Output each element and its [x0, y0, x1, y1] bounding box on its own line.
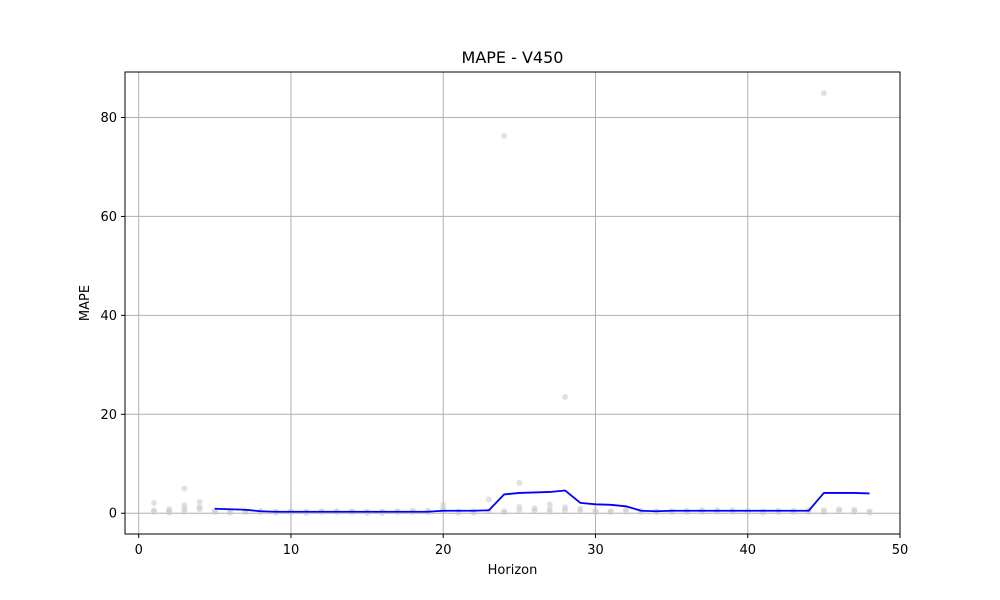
- scatter-point: [516, 480, 523, 487]
- y-tick-label: 0: [109, 507, 117, 522]
- y-tick-label: 40: [100, 309, 117, 324]
- scatter-point: [181, 485, 188, 492]
- tick-layer: 0 10 20 30 40 50 0 20 40 60 80: [100, 111, 908, 558]
- line-layer: [214, 489, 870, 513]
- scatter-point: [485, 496, 492, 503]
- scatter-point: [820, 90, 827, 97]
- grid-layer: [125, 72, 901, 534]
- scatter-point: [562, 393, 569, 400]
- x-tick-label: 20: [435, 543, 452, 558]
- x-tick-label: 40: [739, 543, 756, 558]
- scatter-point: [166, 506, 173, 513]
- scatter-point: [592, 507, 599, 514]
- chart-title: MAPE - V450: [462, 48, 564, 67]
- y-tick-label: 80: [100, 111, 117, 126]
- scatter-point: [836, 506, 843, 513]
- scatter-point: [607, 508, 614, 515]
- scatter-point: [501, 132, 508, 139]
- scatter-point: [196, 498, 203, 505]
- scatter-point: [501, 508, 508, 515]
- scatter-point: [531, 505, 538, 512]
- scatter-point: [150, 499, 157, 506]
- scatter-point: [181, 502, 188, 509]
- y-tick-label: 60: [100, 210, 117, 225]
- scatter-layer: [150, 90, 873, 516]
- scatter-point: [516, 503, 523, 510]
- scatter-point: [409, 507, 416, 514]
- x-tick-label: 10: [283, 543, 300, 558]
- x-axis-label: Horizon: [488, 563, 538, 578]
- y-axis-label: MAPE: [78, 285, 93, 321]
- scatter-point: [622, 506, 629, 513]
- series-line: [214, 489, 870, 513]
- scatter-point: [546, 506, 553, 513]
- scatter-point: [577, 505, 584, 512]
- scatter-point: [851, 506, 858, 513]
- x-tick-label: 0: [135, 543, 143, 558]
- x-tick-label: 50: [892, 543, 909, 558]
- y-tick-label: 20: [100, 408, 117, 423]
- scatter-point: [546, 501, 553, 508]
- x-tick-label: 30: [587, 543, 604, 558]
- scatter-point: [866, 508, 873, 515]
- scatter-point: [150, 507, 157, 514]
- scatter-point: [820, 507, 827, 514]
- scatter-point: [562, 504, 569, 511]
- scatter-point: [227, 508, 234, 515]
- plot-frame: [124, 71, 901, 535]
- scatter-point: [440, 501, 447, 508]
- scatter-point: [196, 503, 203, 510]
